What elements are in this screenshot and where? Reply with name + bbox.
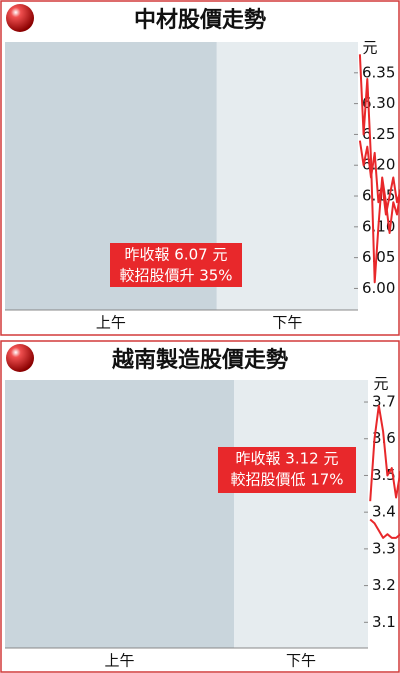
annotation: 昨收報 6.07 元 (125, 246, 228, 264)
y-tick-label: 6.25 (362, 125, 395, 143)
price-line (358, 140, 400, 216)
icon (6, 4, 34, 32)
y-tick-label: 6.30 (362, 94, 395, 112)
x-session-label: 下午 (272, 314, 302, 332)
unit-label: 元 (362, 39, 377, 57)
y-tick-label: 3.1 (372, 613, 396, 631)
chart-title: 越南製造股價走勢 (111, 347, 288, 373)
x-session-label: 上午 (105, 652, 135, 670)
annotation-box (110, 243, 242, 287)
price-line (369, 518, 400, 539)
y-tick-label: 6.35 (362, 63, 395, 81)
annotation: 較招股價低 17% (230, 471, 343, 489)
session-background (5, 380, 235, 648)
icon (6, 344, 34, 372)
x-session-label: 下午 (286, 652, 316, 670)
y-tick-label: 6.00 (362, 279, 395, 297)
annotation: 昨收報 3.12 元 (236, 450, 339, 468)
y-tick-label: 3.2 (372, 576, 396, 594)
session-background (234, 380, 368, 648)
y-tick-label: 3.7 (372, 393, 396, 411)
unit-label: 元 (373, 375, 388, 393)
x-session-label: 上午 (96, 314, 126, 332)
y-tick-label: 6.05 (362, 248, 395, 266)
chart-title: 中材股價走勢 (134, 7, 266, 33)
y-tick-label: 6.20 (362, 156, 395, 174)
y-tick-label: 3.3 (372, 539, 396, 557)
annotation-box (218, 447, 356, 493)
annotation: 較招股價升 35% (119, 267, 232, 285)
price-line (358, 54, 400, 284)
y-tick-label: 3.4 (372, 503, 396, 521)
